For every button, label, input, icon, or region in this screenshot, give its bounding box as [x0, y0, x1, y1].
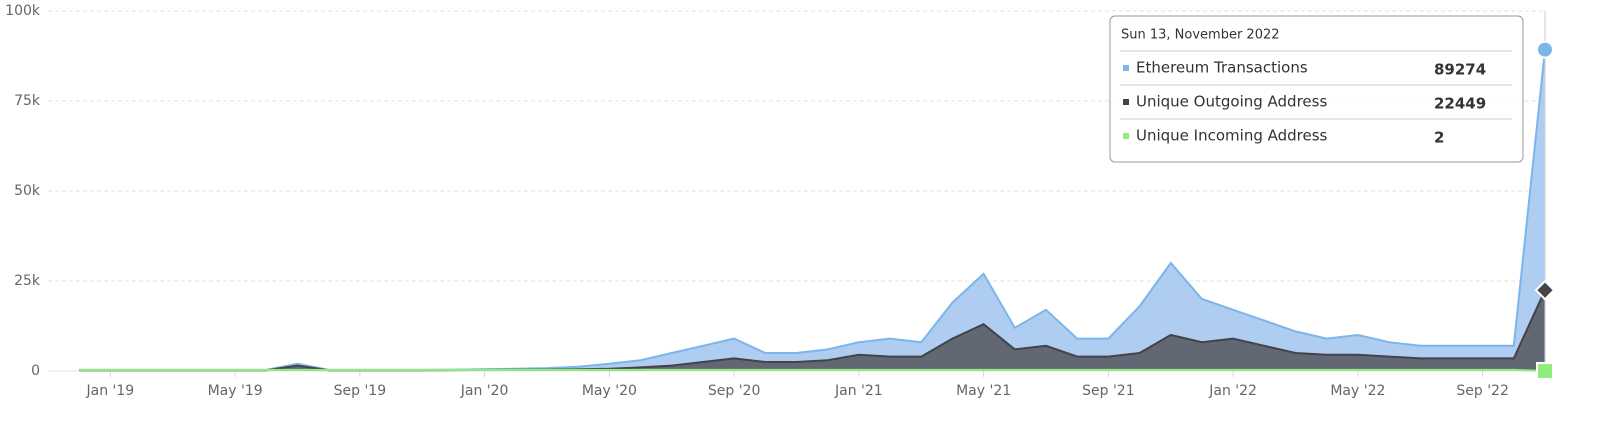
tooltip-header: Sun 13, November 2022	[1121, 28, 1280, 43]
series-line	[79, 368, 1546, 372]
point-marker	[1536, 361, 1554, 380]
point-marker	[1536, 40, 1554, 59]
legend-label: Ethereum Transactions	[1136, 59, 1308, 77]
x-tick-label: Sep '20	[708, 383, 761, 399]
y-tick-label: 75k	[14, 93, 41, 109]
x-tick-label: Jan '22	[1208, 383, 1257, 399]
x-tick-label: Jan '20	[460, 383, 509, 399]
tooltip-value: 22449	[1434, 95, 1486, 113]
x-tick-label: Jan '21	[834, 383, 883, 399]
series-area	[79, 49, 1545, 371]
x-tick-label: Sep '19	[334, 383, 387, 399]
series-area	[79, 290, 1545, 371]
x-tick-label: May '20	[582, 383, 637, 399]
x-tick-label: May '22	[1330, 383, 1385, 399]
point-marker	[1534, 279, 1556, 301]
tooltip: Sun 13, November 2022 Ethereum Transactio…	[1109, 15, 1524, 163]
tooltip-value: 2	[1434, 129, 1444, 147]
legend-label: Unique Incoming Address	[1136, 127, 1328, 145]
legend-swatch	[1123, 99, 1129, 105]
x-tick-label: May '21	[956, 383, 1011, 399]
y-tick-label: 0	[31, 363, 40, 379]
y-tick-label: 100k	[5, 3, 41, 19]
x-tick-label: May '19	[208, 383, 263, 399]
x-tick-label: Jan '19	[86, 383, 135, 399]
legend-swatch	[1123, 65, 1129, 71]
tooltip-box	[1109, 15, 1524, 163]
tooltip-value: 89274	[1434, 61, 1486, 79]
x-tick-label: Sep '22	[1456, 383, 1509, 399]
x-tick-label: Sep '21	[1082, 383, 1135, 399]
legend-swatch	[1123, 133, 1129, 139]
y-tick-label: 25k	[14, 273, 41, 289]
legend-label: Unique Outgoing Address	[1136, 93, 1327, 111]
y-tick-label: 50k	[14, 183, 41, 199]
